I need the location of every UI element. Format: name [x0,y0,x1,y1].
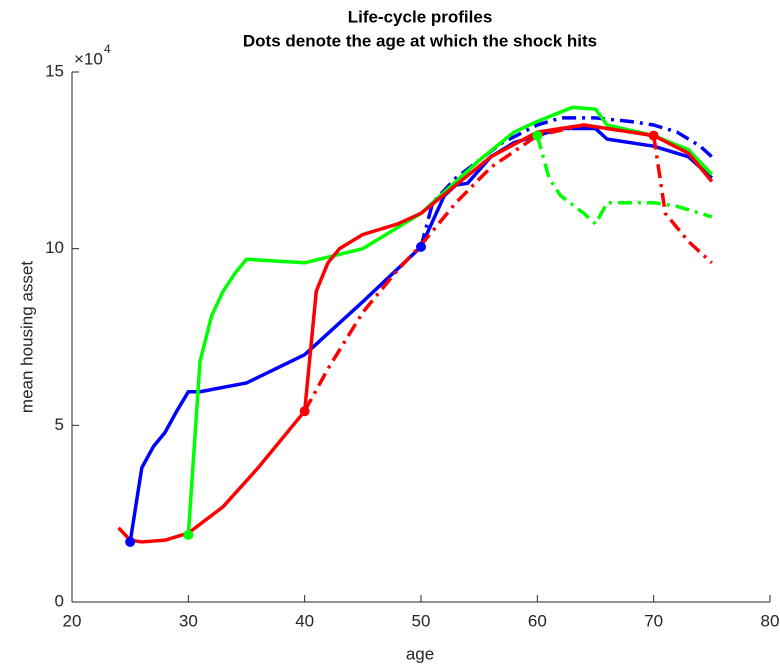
line [303,123,654,413]
y-multiplier: ×10 [74,49,103,68]
x-tick-label: 40 [295,611,314,630]
x-tick-label: 70 [644,611,663,630]
y-tick-label: 10 [45,238,64,257]
line [535,135,713,226]
shock-dot [648,130,659,141]
chart-subtitle: Dots denote the age at which the shock h… [243,31,597,50]
shock-dot [532,130,543,141]
shock-dot [299,406,310,417]
x-tick-label: 20 [63,611,82,630]
x-tick-label: 60 [528,611,547,630]
y-tick-label: 15 [45,61,64,80]
shock-dot [416,241,426,252]
y-exponent: 4 [104,42,111,56]
line [117,123,714,544]
y-axis-label: mean housing asset [17,261,36,413]
shock-dot [125,536,136,547]
x-axis-label: age [406,644,434,663]
x-tick-label: 80 [761,611,780,630]
line [419,116,714,248]
chart-title: Life-cycle profiles [348,7,493,26]
y-tick-label: 5 [55,415,64,434]
shock-dot [183,529,194,540]
line [128,126,714,543]
x-tick-label: 30 [179,611,198,630]
line [651,135,714,265]
x-tick-label: 50 [412,611,431,630]
line [186,105,714,535]
y-tick-label: 0 [55,591,64,610]
